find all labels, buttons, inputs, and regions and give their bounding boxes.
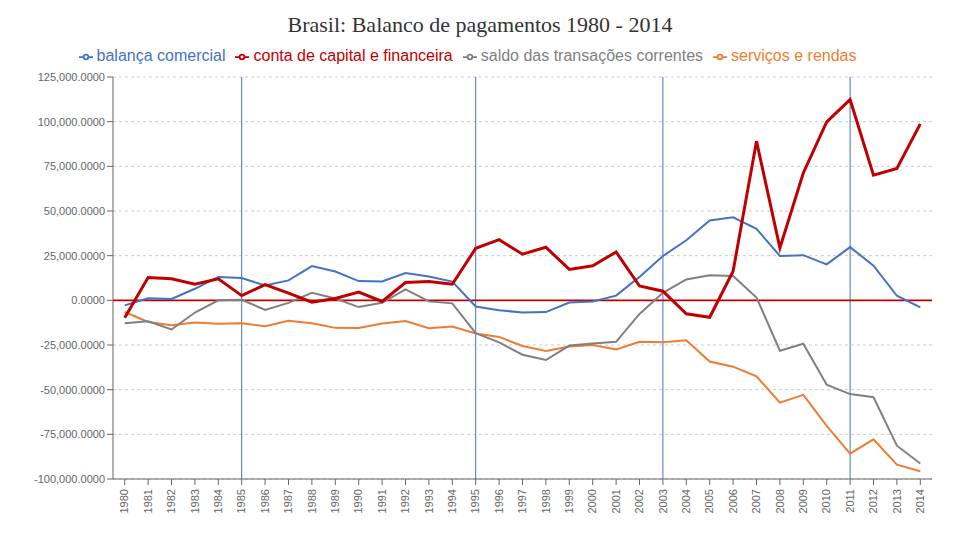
svg-text:1994: 1994 [446, 489, 458, 513]
svg-text:1988: 1988 [306, 489, 318, 513]
svg-text:2009: 2009 [797, 489, 809, 513]
svg-text:2008: 2008 [774, 489, 786, 513]
svg-text:1987: 1987 [282, 489, 294, 513]
svg-text:-75,000.0000: -75,000.0000 [40, 428, 105, 440]
svg-text:1989: 1989 [329, 489, 341, 513]
svg-text:2007: 2007 [750, 489, 762, 513]
svg-text:1996: 1996 [493, 489, 505, 513]
svg-text:-100,000.0000: -100,000.0000 [34, 473, 105, 485]
svg-text:-50,000.0000: -50,000.0000 [40, 384, 105, 396]
svg-text:2006: 2006 [727, 489, 739, 513]
html-text:Brasil: Balanco de pagamentos: Brasil: Balanco de pagamentos 1980 - 201… [287, 12, 673, 37]
svg-text:1980: 1980 [119, 489, 131, 513]
svg-text:1997: 1997 [516, 489, 528, 513]
svg-text:2013: 2013 [891, 489, 903, 513]
svg-text:2002: 2002 [633, 489, 645, 513]
svg-text:2005: 2005 [704, 489, 716, 513]
svg-text:1992: 1992 [399, 489, 411, 513]
svg-text:1982: 1982 [165, 489, 177, 513]
svg-text:1993: 1993 [423, 489, 435, 513]
html-text:saldo das transações correntes: saldo das transações correntes [480, 47, 704, 64]
svg-text:2010: 2010 [821, 489, 833, 513]
svg-text:1984: 1984 [212, 489, 224, 513]
html-text:balança comercial: balança comercial [96, 47, 226, 64]
svg-text:2011: 2011 [844, 489, 856, 513]
svg-text:125,000.0000: 125,000.0000 [38, 71, 105, 83]
svg-text:75,000.0000: 75,000.0000 [44, 160, 105, 172]
svg-text:1990: 1990 [353, 489, 365, 513]
svg-text:2001: 2001 [610, 489, 622, 513]
svg-text:1985: 1985 [236, 489, 248, 513]
html-text:serviços e rendas: serviços e rendas [731, 47, 857, 64]
svg-text:2003: 2003 [657, 489, 669, 513]
svg-text:2012: 2012 [867, 489, 879, 513]
svg-text:1983: 1983 [189, 489, 201, 513]
svg-text:1991: 1991 [376, 489, 388, 513]
svg-text:2004: 2004 [680, 489, 692, 513]
svg-text:1999: 1999 [563, 489, 575, 513]
svg-text:100,000.0000: 100,000.0000 [38, 116, 105, 128]
svg-text:50,000.0000: 50,000.0000 [44, 205, 105, 217]
svg-text:1986: 1986 [259, 489, 271, 513]
svg-text:-25,000.0000: -25,000.0000 [40, 339, 105, 351]
svg-text:1995: 1995 [470, 489, 482, 513]
svg-text:25,000.0000: 25,000.0000 [44, 250, 105, 262]
svg-text:2014: 2014 [914, 489, 926, 513]
svg-text:0.0000: 0.0000 [71, 294, 105, 306]
svg-text:1998: 1998 [540, 489, 552, 513]
html-text:conta de capital e financeira: conta de capital e financeira [253, 47, 453, 64]
svg-text:2000: 2000 [587, 489, 599, 513]
svg-text:1981: 1981 [142, 489, 154, 513]
